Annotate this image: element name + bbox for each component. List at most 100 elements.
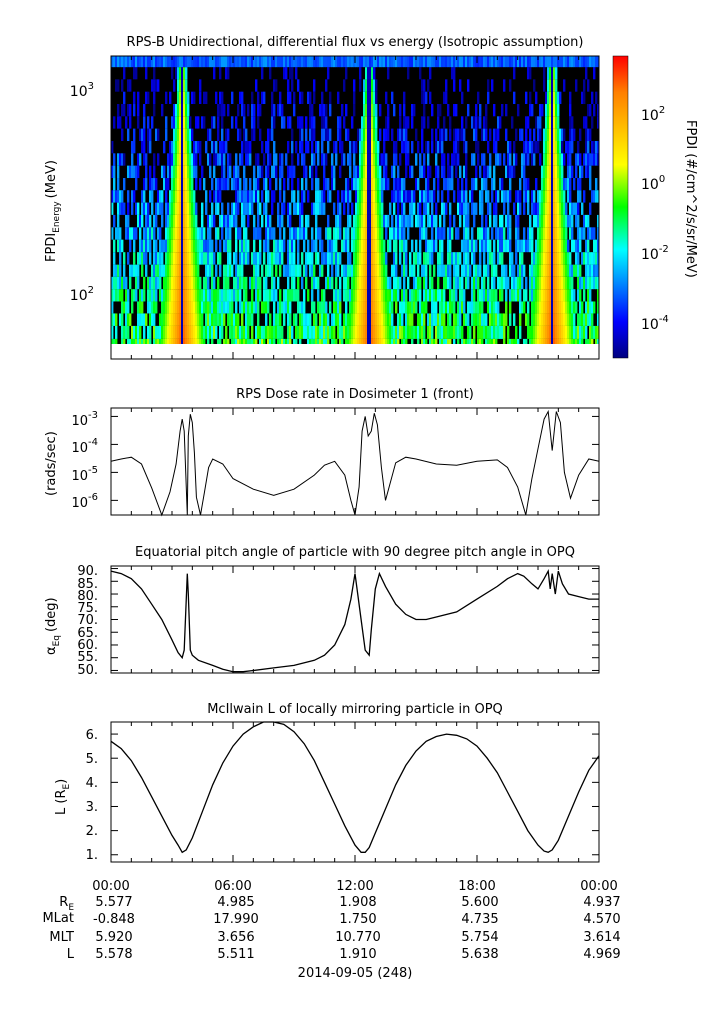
spectrogram-cell (135, 276, 138, 290)
spectrogram-cell (335, 214, 338, 228)
spectrogram-cell (223, 338, 226, 344)
spectrogram-cell (401, 313, 404, 326)
spectrogram-cell (481, 313, 484, 326)
spectrogram-cell (183, 165, 186, 179)
spectrogram-cell (423, 289, 426, 302)
spectrogram-cell (331, 264, 334, 277)
spectrogram-cell (567, 239, 570, 253)
spectrogram-cell (127, 252, 130, 265)
spectrogram-cell (163, 178, 166, 191)
spectrogram-cell (459, 313, 462, 326)
spectrogram-cell (305, 325, 308, 339)
spectrogram-cell (491, 325, 494, 339)
spectrogram-cell (257, 91, 260, 105)
spectrogram-cell (141, 128, 144, 142)
spectrogram-cell (575, 214, 578, 228)
spectrogram-cell (187, 190, 190, 203)
colorbar-tick-label: 10-4 (641, 314, 669, 333)
spectrogram-cell (431, 56, 434, 68)
spectrogram-cell (449, 165, 452, 179)
spectrogram-cell (297, 202, 300, 215)
spectrogram-cell (357, 178, 360, 191)
spectrogram-cell (483, 264, 486, 277)
spectrogram-cell (175, 190, 178, 203)
spectrogram-cell (551, 104, 554, 117)
spectrogram-cell (493, 301, 496, 314)
spectrogram-cell (453, 313, 456, 326)
spectrogram-cell (471, 289, 474, 302)
spectrogram-cell (181, 116, 184, 129)
spectrogram-cell (195, 338, 198, 344)
spectrogram-cell (189, 338, 192, 344)
spectrogram-cell (379, 276, 382, 290)
spectrogram-cell (471, 153, 474, 166)
spectrogram-cell (139, 153, 142, 166)
spectrogram-cell (495, 141, 498, 154)
spectrogram-cell (441, 239, 444, 253)
spectrogram-cell (153, 214, 156, 228)
spectrogram-cell (365, 338, 368, 344)
spectrogram-cell (375, 252, 378, 265)
spectrogram-cell (389, 313, 392, 326)
spectrogram-cell (187, 165, 190, 179)
spectrogram-cell (245, 252, 248, 265)
spectrogram-cell (355, 239, 358, 253)
spectrogram-cell (557, 252, 560, 265)
spectrogram-cell (179, 227, 182, 240)
spectrogram-cell (543, 214, 546, 228)
spectrogram-cell (383, 325, 386, 339)
spectrogram-cell (161, 190, 164, 203)
spectrogram-cell (231, 313, 234, 326)
spectrogram-cell (565, 202, 568, 215)
spectrogram-cell (579, 227, 582, 240)
spectrogram-cell (251, 252, 254, 265)
spectrogram-cell (367, 190, 370, 203)
spectrogram-cell (145, 252, 148, 265)
spectrogram-cell (387, 104, 390, 117)
spectrogram-cell (385, 116, 388, 129)
spectrogram-cell (201, 214, 204, 228)
spectrogram-cell (509, 141, 512, 154)
spectrogram-cell (147, 91, 150, 105)
spectrogram-cell (371, 104, 374, 117)
spectrogram-cell (339, 276, 342, 290)
spectrogram-cell (269, 178, 272, 191)
spectrogram-cell (359, 178, 362, 191)
spectrogram-cell (281, 239, 284, 253)
spectrogram-cell (203, 56, 206, 68)
spectrogram-cell (327, 252, 330, 265)
spectrogram-cell (411, 202, 414, 215)
spectrogram-cell (307, 325, 310, 339)
spectrogram-cell (367, 116, 370, 129)
spectrogram-cell (153, 153, 156, 166)
spectrogram-cell (327, 325, 330, 339)
spectrogram-cell (321, 289, 324, 302)
pitch-ytick-labels: 90. 85. 80. 75. 70. 65. 60. 55. 50. (77, 564, 98, 678)
spectrogram-cell (531, 325, 534, 339)
spectrogram-cell (479, 202, 482, 215)
spectrogram-cell (265, 264, 268, 277)
spectrogram-cell (299, 214, 302, 228)
spectrogram-cell (515, 128, 518, 142)
spectrogram-cell (567, 325, 570, 339)
spectrogram-cell (437, 141, 440, 154)
spectrogram-cell (143, 276, 146, 290)
spectrogram-cell (509, 214, 512, 228)
spectrogram-cell (461, 264, 464, 277)
spectrogram-cell (245, 276, 248, 290)
spectrogram-cell (549, 252, 552, 265)
spectrogram-cell (371, 56, 374, 68)
spectrogram-cell (245, 289, 248, 302)
spectrogram-cell (227, 338, 230, 344)
spectrogram-cell (269, 227, 272, 240)
spectrogram-cell (153, 252, 156, 265)
spectrogram-cell (455, 252, 458, 265)
spectrogram-cell (585, 338, 588, 344)
spectrogram-cell (247, 338, 250, 344)
spectrogram-cell (381, 276, 384, 290)
spectrogram-cell (473, 202, 476, 215)
spectrogram-cell (489, 153, 492, 166)
spectrogram-cell (217, 153, 220, 166)
spectrogram-cell (343, 239, 346, 253)
spectrogram-cell (371, 165, 374, 179)
